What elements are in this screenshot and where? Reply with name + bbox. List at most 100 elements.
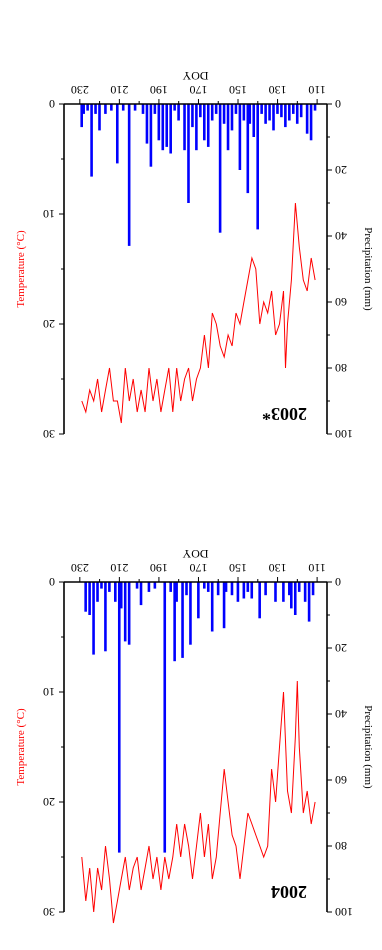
precip-bar [163,582,167,853]
panel-label: 2004 [271,882,307,902]
precip-bar [104,104,107,114]
precip-bar [288,104,291,121]
precip-bar [185,582,188,596]
precip-bar [104,582,107,652]
precip-bar [264,104,267,124]
precip-bar [191,104,194,128]
x-tick-label: 210 [110,83,128,97]
precip-bar [210,104,214,121]
y-tick-label: 20 [335,163,347,177]
precip-bar [311,582,315,596]
precip-bar [92,582,95,655]
x-tick-label: 170 [189,83,207,97]
precip-bar [177,104,180,121]
precip-bar [84,582,87,612]
x-tick-label: 170 [189,561,207,575]
x-tick-label: 130 [269,83,287,97]
precip-bar [181,582,184,658]
precip-bar [133,104,137,111]
precip-bar [264,582,267,596]
figure-rotated-content: 110130150170190210230DOY020406080100Prec… [15,69,374,924]
y2-tick-label: 10 [43,207,55,221]
precip-bar [100,582,103,589]
precip-bar [274,582,277,602]
y2-tick-label: 0 [49,575,55,589]
precip-bar [123,582,127,642]
precip-bar [82,104,85,114]
precip-bar [139,582,143,606]
precip-bar [256,104,259,230]
precip-bar [189,582,192,645]
precip-bar [210,582,214,632]
precip-bar [135,582,139,589]
precip-bar [127,582,131,645]
precip-bar [299,104,303,118]
precip-bar [202,582,206,589]
x-tick-label: 150 [229,83,247,97]
precip-bar [199,104,202,118]
precip-bar [117,582,121,853]
precip-bar [238,104,242,170]
x-tick-label: 190 [150,561,168,575]
precip-bar [282,582,285,602]
y2-axis-label: Temperature (°C) [15,708,27,786]
y-tick-label: 100 [335,905,353,919]
y-tick-label: 40 [335,229,347,243]
temperature-line [81,680,316,924]
temperature-line [81,202,316,424]
precip-bar [216,582,220,596]
y-tick-label: 80 [335,361,347,375]
precip-bar [242,104,246,121]
precip-bar [110,104,113,111]
precip-bar [145,104,149,144]
precip-bar [297,582,301,592]
axes [63,581,328,912]
precip-bar [307,582,311,622]
precip-bar [157,104,161,141]
precip-bar [295,104,299,124]
precip-bar [187,104,190,203]
precip-bar [291,104,295,114]
y-axis-label: Precipitation (mm) [362,705,374,789]
x-axis-label: DOY [182,69,208,83]
precip-bar [280,104,283,118]
precip-bar [197,582,200,619]
precip-bar [234,104,238,114]
precip-bar [268,104,271,121]
x-tick-label: 110 [308,83,326,97]
precip-bar [222,582,226,629]
precip-bar [175,582,178,602]
precip-bar [309,104,313,141]
precip-bar [214,104,218,114]
panel-2003: 110130150170190210230DOY020406080100Prec… [15,69,374,441]
precip-bar [98,104,101,131]
precip-bar [260,104,263,114]
y2-tick-label: 0 [49,97,55,111]
precip-bar [230,104,234,131]
precip-bar [242,582,246,599]
panel-2004: 110130150170190210230DOY020406080100Prec… [15,547,374,924]
precip-bar [202,104,206,141]
precip-bar [121,104,125,111]
precip-bar [88,582,91,615]
precip-bar [313,104,317,111]
precip-bar [80,104,83,128]
precip-bar [272,104,275,131]
x-tick-label: 230 [71,561,89,575]
precip-bar [115,104,119,164]
y2-tick-label: 10 [43,685,55,699]
x-tick-label: 190 [150,83,168,97]
precip-bar [218,104,222,233]
y-tick-label: 60 [335,295,347,309]
precip-bar [222,104,226,124]
y-tick-label: 0 [335,97,341,111]
y-tick-label: 60 [335,773,347,787]
precip-bar [230,582,234,596]
precip-bar [248,104,252,124]
precip-bar [153,582,157,589]
precip-bar [86,104,89,111]
precipitation-bars [84,582,315,853]
precip-bar [276,104,279,114]
y2-tick-label: 20 [43,317,55,331]
